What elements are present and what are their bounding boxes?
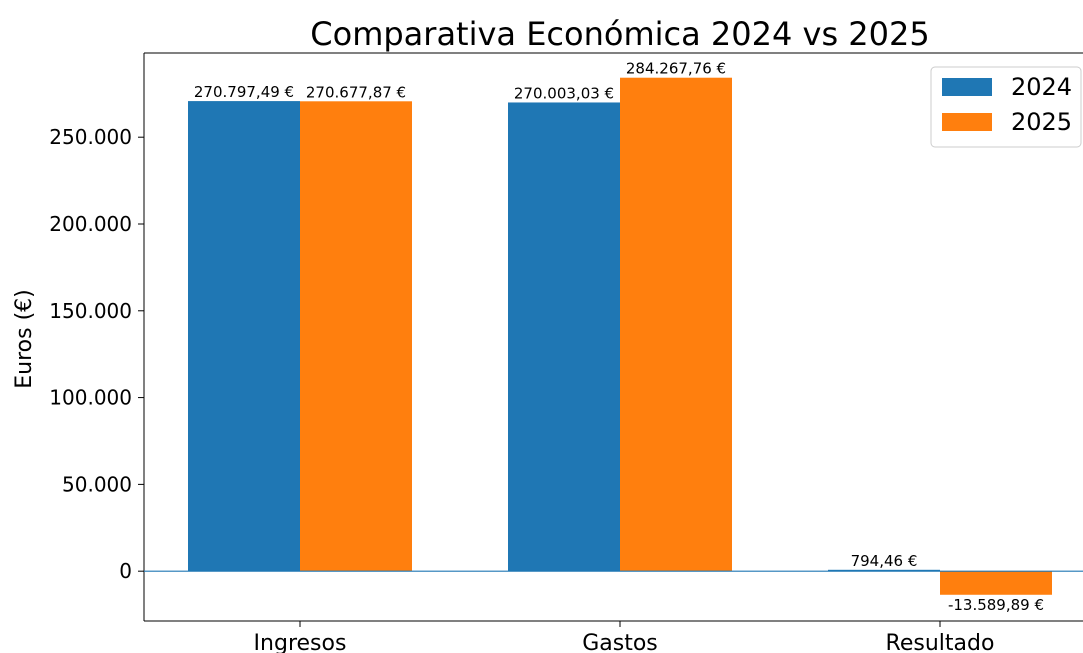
data-label: 270.797,49 € [194, 83, 294, 101]
bar [188, 101, 300, 572]
data-label: 270.003,03 € [514, 84, 614, 102]
bar [508, 102, 620, 572]
y-tick-label: 50.000 [62, 472, 132, 496]
bar [940, 571, 1052, 595]
bar [828, 569, 940, 572]
x-tick-label: Resultado [886, 631, 995, 653]
chart-title: Comparativa Económica 2024 vs 2025 [310, 15, 929, 53]
x-tick-label: Gastos [582, 631, 658, 653]
y-tick-label: 200.000 [49, 212, 132, 236]
y-axis-label: Euros (€) [12, 289, 37, 388]
x-tick-label: Ingresos [254, 631, 347, 653]
y-tick-label: 100.000 [49, 386, 132, 410]
data-label: 270.677,87 € [306, 83, 406, 101]
legend-label: 2024 [1011, 73, 1072, 101]
y-tick-label: 0 [119, 559, 132, 583]
legend-label: 2025 [1011, 108, 1072, 136]
bar [300, 101, 412, 572]
data-label: 794,46 € [851, 552, 918, 570]
legend: 2024 2025 [930, 66, 1082, 148]
data-label: 284.267,76 € [626, 60, 726, 78]
bar [620, 77, 732, 572]
data-label: -13.589,89 € [948, 596, 1044, 614]
plot-area: 0 50.000 100.000 150.000 200.000 250.000 270.7… [49, 52, 1083, 653]
legend-swatch [942, 78, 992, 96]
y-tick-label: 250.000 [49, 125, 132, 149]
legend-swatch [942, 113, 992, 131]
y-tick-label: 150.000 [49, 299, 132, 323]
